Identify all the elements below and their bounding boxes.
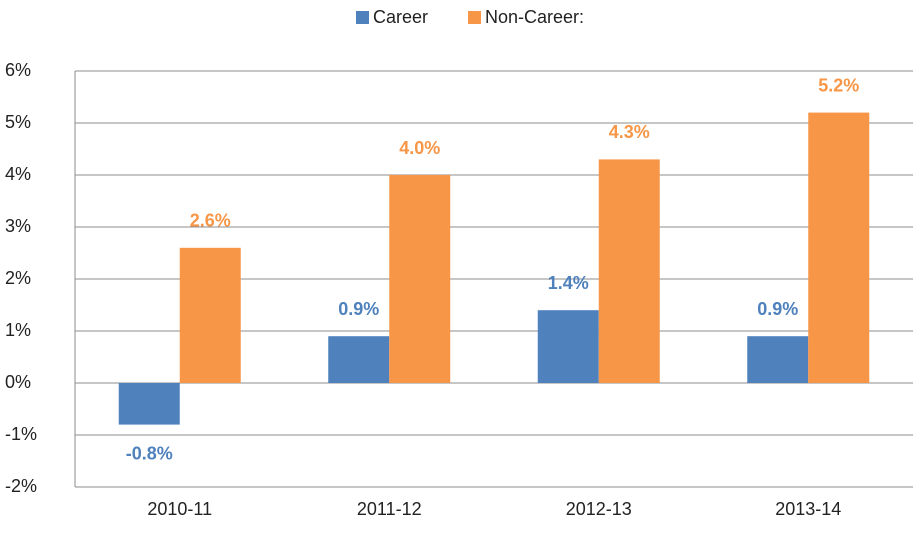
y-tick-label: 6% [5,60,31,80]
value-label: 4.0% [399,138,440,158]
bar [328,336,390,383]
value-label: 0.9% [757,299,798,319]
x-tick-label: 2010-11 [147,499,212,519]
bar [598,159,660,383]
x-tick-label: 2013-14 [775,499,841,519]
y-tick-label: 5% [5,112,31,132]
bar [118,383,180,425]
bar [179,247,241,383]
value-label: 5.2% [818,75,859,95]
bar [537,310,599,383]
value-label: 1.4% [548,273,589,293]
x-tick-label: 2011-12 [357,499,422,519]
legend-label: Non-Career: [485,7,584,27]
bar [389,175,451,383]
bar [747,336,809,383]
legend-swatch [356,11,369,24]
bar [808,112,870,383]
legend-label: Career [373,7,428,27]
y-tick-label: 3% [5,216,31,236]
y-tick-label: 1% [5,320,31,340]
value-label: 0.9% [338,299,379,319]
y-tick-label: -2% [5,476,37,496]
value-label: 2.6% [190,211,231,231]
y-tick-label: 2% [5,268,31,288]
y-tick-label: -1% [5,424,37,444]
value-label: -0.8% [126,443,173,463]
x-tick-label: 2012-13 [566,499,632,519]
value-label: 4.3% [609,122,650,142]
y-tick-label: 4% [5,164,31,184]
y-tick-label: 0% [5,372,31,392]
legend-swatch [468,11,481,24]
